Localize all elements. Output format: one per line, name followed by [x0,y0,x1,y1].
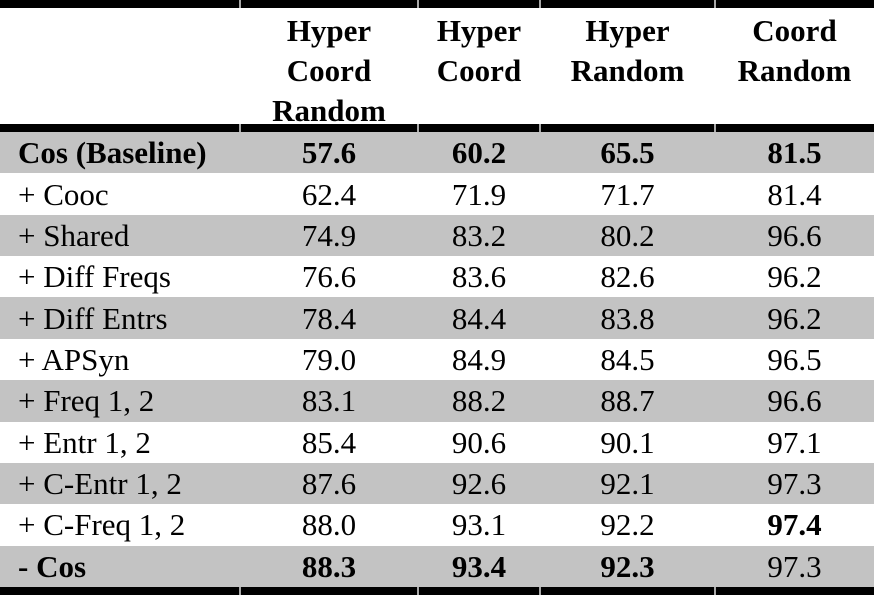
column-divider-tick [417,0,419,8]
table-row-diff-freqs: + Diff Freqs 76.6 83.6 82.6 96.2 [0,256,874,297]
column-header-hyper-coord-random: Hyper Coord Random [272,13,386,128]
value-cell: 93.1 [451,507,507,543]
row-label: + Diff Entrs [18,300,168,336]
table-row-diff-entrs: + Diff Entrs 78.4 84.4 83.8 96.2 [0,297,874,339]
value-cell: 57.6 [301,135,357,171]
table-row-cos-baseline: Cos (Baseline) 57.6 60.2 65.5 81.5 [0,132,874,174]
value-cell: 84.4 [451,300,507,336]
row-label: + C-Entr 1, 2 [18,466,182,502]
column-divider-tick [539,124,541,132]
value-cell: 97.3 [767,548,822,584]
row-label: + Entr 1, 2 [18,424,151,460]
row-label: + C-Freq 1, 2 [18,507,186,543]
value-cell: 84.9 [451,341,507,377]
table-row-freq-1-2: + Freq 1, 2 83.1 88.2 88.7 96.6 [0,380,874,422]
column-divider-tick [239,124,241,132]
value-cell: 78.4 [301,300,357,336]
value-cell: 96.6 [767,383,822,419]
column-divider-tick [714,586,716,595]
value-cell: 81.5 [767,135,822,171]
value-cell: 93.4 [451,548,507,584]
value-cell: 90.1 [600,424,655,460]
value-cell: 96.2 [767,300,822,336]
value-cell: 83.6 [451,259,507,295]
value-cell: 97.1 [767,424,822,460]
value-cell: 81.4 [767,176,822,212]
row-label: + Freq 1, 2 [18,383,155,419]
table-bottom-rule [0,586,874,595]
value-cell: 76.6 [301,259,357,295]
value-cell: 87.6 [301,466,357,502]
value-cell: 92.1 [600,466,655,502]
table-row-minus-cos: - Cos 88.3 93.4 92.3 97.3 [0,545,874,587]
value-cell: 83.1 [301,383,357,419]
table-row-c-freq-1-2: + C-Freq 1, 2 88.0 93.1 92.2 97.4 [0,504,874,545]
value-cell: 71.9 [451,176,507,212]
column-divider-tick [539,0,541,8]
row-label: + Diff Freqs [18,259,171,295]
value-cell: 92.2 [600,507,655,543]
value-cell: 88.3 [301,548,357,584]
table-body: Cos (Baseline) 57.6 60.2 65.5 81.5 + Coo… [0,132,874,587]
table-top-rule [0,0,874,8]
value-cell: 60.2 [451,135,507,171]
table-row-entr-1-2: + Entr 1, 2 85.4 90.6 90.1 97.1 [0,422,874,463]
column-header-hyper-random: Hyper Random [570,13,685,88]
column-header-empty [0,8,240,131]
value-cell: 80.2 [600,217,655,253]
value-cell: 96.5 [767,341,822,377]
column-divider-tick [239,0,241,8]
row-label: + Shared [18,217,130,253]
row-label: Cos (Baseline) [18,135,207,171]
value-cell: 82.6 [600,259,655,295]
column-divider-tick [539,586,541,595]
value-cell: 96.6 [767,217,822,253]
table-row-c-entr-1-2: + C-Entr 1, 2 87.6 92.6 92.1 97.3 [0,462,874,505]
table-header-separator-rule [0,124,874,132]
column-divider-tick [714,0,716,8]
table-header-row: Hyper Coord Random Hyper Coord Hyper Ran… [0,8,874,128]
value-cell: 96.2 [767,259,822,295]
column-divider-tick [714,124,716,132]
value-cell: 65.5 [600,135,655,171]
value-cell: 84.5 [600,341,655,377]
value-cell: 62.4 [301,176,357,212]
value-cell: 90.6 [451,424,507,460]
row-label: + APSyn [18,341,130,377]
value-cell: 83.8 [600,300,655,336]
table-row-apsyn: + APSyn 79.0 84.9 84.5 96.5 [0,339,874,380]
value-cell: 92.3 [600,548,655,584]
column-divider-tick [239,586,241,595]
table-row-cooc: + Cooc 62.4 71.9 71.7 81.4 [0,173,874,214]
row-label: + Cooc [18,176,109,212]
value-cell: 88.2 [451,383,507,419]
row-label: - Cos [18,548,87,584]
column-divider-tick [417,586,419,595]
value-cell: 88.0 [301,507,357,543]
value-cell: 71.7 [600,176,655,212]
value-cell: 88.7 [600,383,655,419]
column-header-coord-random: Coord Random [737,13,852,88]
column-divider-tick [417,124,419,132]
table-row-shared: + Shared 74.9 83.2 80.2 96.6 [0,214,874,257]
value-cell: 83.2 [451,217,507,253]
value-cell: 74.9 [301,217,357,253]
column-header-hyper-coord: Hyper Coord [436,13,522,88]
value-cell: 92.6 [451,466,507,502]
value-cell: 85.4 [301,424,357,460]
value-cell: 79.0 [301,341,357,377]
value-cell: 97.3 [767,466,822,502]
value-cell: 97.4 [767,507,822,543]
